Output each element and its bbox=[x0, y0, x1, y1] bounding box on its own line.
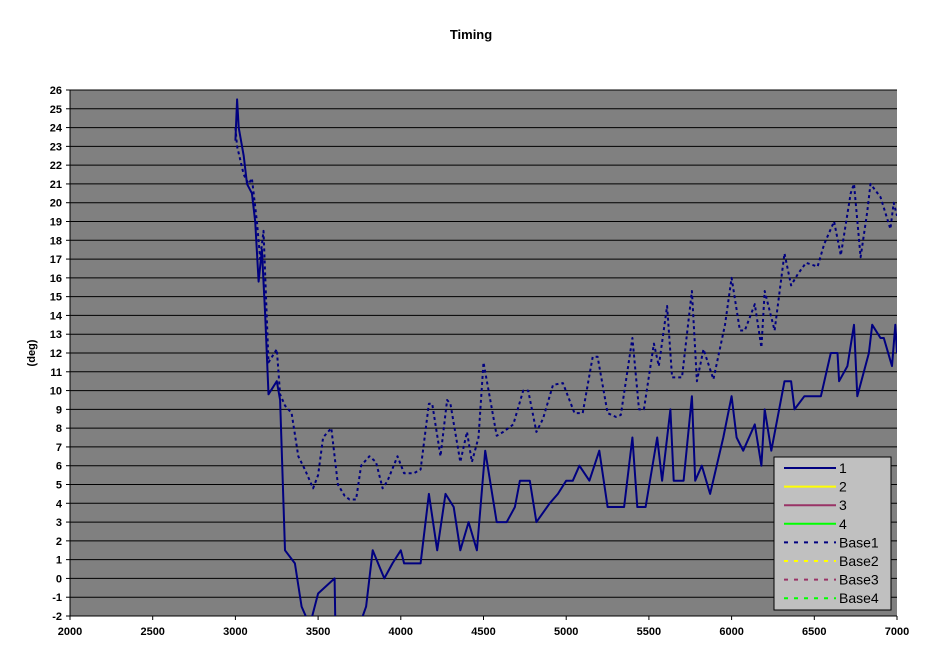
x-tick-label: 7000 bbox=[885, 626, 909, 638]
legend-label-2: 2 bbox=[839, 479, 847, 495]
x-tick-label: 4500 bbox=[471, 626, 495, 638]
series-group bbox=[234, 98, 897, 616]
y-tick-label: 18 bbox=[50, 235, 62, 247]
y-tick-label: 6 bbox=[56, 461, 62, 473]
legend: 1 2 3 4 Base1 Base2 Base3 Base4 bbox=[773, 456, 892, 611]
y-tick-label: 24 bbox=[50, 123, 63, 135]
legend-label-base2: Base2 bbox=[839, 553, 879, 569]
y-tick-label: 19 bbox=[50, 217, 62, 229]
y-tick-label: 4 bbox=[56, 498, 63, 510]
y-tick-label: 15 bbox=[50, 292, 62, 304]
series-line-base1 bbox=[234, 127, 897, 501]
y-axis-label: (deg) bbox=[26, 339, 38, 366]
x-tick-label: 5500 bbox=[637, 626, 661, 638]
y-tick-label: 22 bbox=[50, 160, 62, 172]
series-line-1 bbox=[234, 98, 897, 616]
x-tick-label: 4000 bbox=[389, 626, 413, 638]
y-tick-label: 7 bbox=[56, 442, 62, 454]
x-tick-label: 3000 bbox=[223, 626, 247, 638]
y-tick-label: 26 bbox=[50, 85, 62, 97]
y-tick-label: -2 bbox=[52, 611, 62, 623]
gridlines bbox=[70, 89, 897, 617]
y-tick-label: 5 bbox=[56, 480, 62, 492]
y-tick-label: 16 bbox=[50, 273, 62, 285]
y-axis: -2-1012345678910111213141516171819202122… bbox=[50, 85, 71, 623]
x-tick-label: 5000 bbox=[554, 626, 578, 638]
y-tick-label: -1 bbox=[52, 592, 62, 604]
y-tick-label: 13 bbox=[50, 329, 62, 341]
y-tick-label: 2 bbox=[56, 536, 62, 548]
chart-title: Timing bbox=[450, 27, 492, 42]
y-tick-label: 1 bbox=[56, 555, 62, 567]
y-tick-label: 8 bbox=[56, 423, 62, 435]
y-tick-label: 21 bbox=[50, 179, 62, 191]
legend-label-1: 1 bbox=[839, 460, 847, 476]
x-tick-label: 2500 bbox=[140, 626, 164, 638]
y-tick-label: 12 bbox=[50, 348, 62, 360]
y-tick-label: 9 bbox=[56, 404, 62, 416]
x-tick-label: 6000 bbox=[719, 626, 743, 638]
x-tick-label: 3500 bbox=[306, 626, 330, 638]
y-tick-label: 0 bbox=[56, 573, 62, 585]
y-tick-label: 17 bbox=[50, 254, 62, 266]
x-tick-label: 6500 bbox=[802, 626, 826, 638]
x-axis: 2000 2500 3000 3500 4000 4500 5000 5500 6000 6500… bbox=[58, 615, 909, 638]
y-tick-label: 14 bbox=[50, 310, 63, 322]
y-tick-label: 3 bbox=[56, 517, 62, 529]
y-tick-label: 25 bbox=[50, 104, 62, 116]
legend-label-base1: Base1 bbox=[839, 534, 879, 550]
legend-label-base4: Base4 bbox=[839, 590, 879, 606]
y-tick-label: 23 bbox=[50, 141, 62, 153]
legend-box bbox=[773, 456, 892, 611]
y-tick-label: 20 bbox=[50, 198, 62, 210]
legend-label-base3: Base3 bbox=[839, 572, 879, 588]
y-tick-label: 10 bbox=[50, 386, 62, 398]
x-tick-label: 2000 bbox=[58, 626, 82, 638]
y-tick-label: 11 bbox=[50, 367, 62, 379]
legend-label-3: 3 bbox=[839, 497, 847, 513]
legend-label-4: 4 bbox=[839, 516, 847, 532]
